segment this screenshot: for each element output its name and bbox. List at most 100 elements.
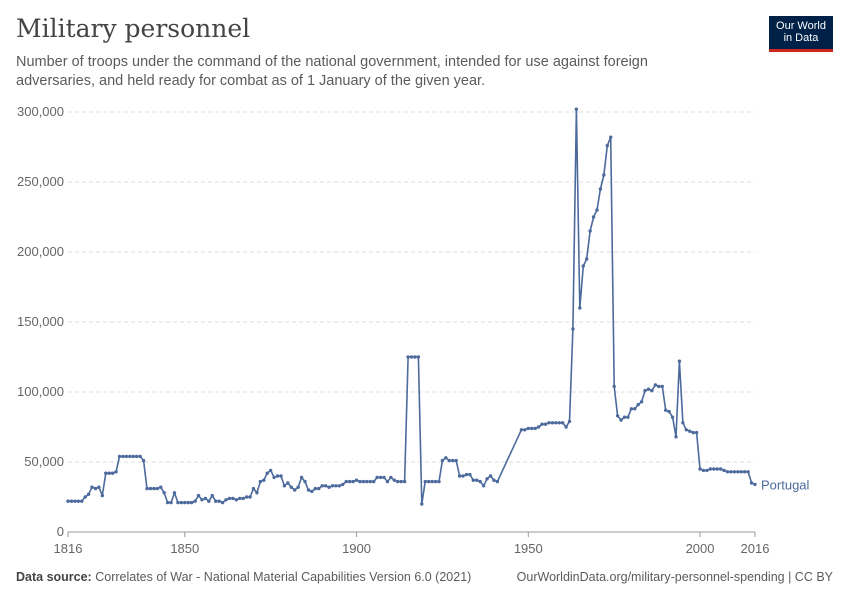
data-point-1854[interactable] xyxy=(196,493,201,498)
data-point-1897[interactable] xyxy=(344,479,348,484)
data-point-2003[interactable] xyxy=(708,467,713,471)
data-point-1837[interactable] xyxy=(138,454,142,459)
data-point-1978[interactable] xyxy=(622,415,627,419)
data-point-1819[interactable] xyxy=(76,499,81,503)
data-point-1959[interactable] xyxy=(557,421,561,425)
data-point-1916[interactable] xyxy=(409,355,414,359)
series-line-portugal[interactable] xyxy=(68,108,756,505)
data-point-1957[interactable] xyxy=(550,421,555,425)
data-point-1969[interactable] xyxy=(591,215,596,219)
data-point-1818[interactable] xyxy=(73,499,77,503)
data-point-1920[interactable] xyxy=(423,479,427,484)
data-point-1841[interactable] xyxy=(152,486,156,491)
data-point-1880[interactable] xyxy=(286,481,290,485)
data-point-1884[interactable] xyxy=(299,475,304,480)
data-point-1886[interactable] xyxy=(306,488,311,492)
data-point-1870[interactable] xyxy=(251,486,256,491)
data-point-1900[interactable] xyxy=(354,478,359,482)
data-point-1876[interactable] xyxy=(272,475,276,480)
data-point-1845[interactable] xyxy=(165,500,170,505)
data-point-1869[interactable] xyxy=(248,495,252,499)
data-point-1852[interactable] xyxy=(189,500,194,505)
data-point-2008[interactable] xyxy=(725,470,730,474)
data-point-1825[interactable] xyxy=(97,485,101,489)
data-point-2005[interactable] xyxy=(715,467,719,471)
data-point-1899[interactable] xyxy=(351,479,355,484)
data-point-2009[interactable] xyxy=(729,470,733,474)
data-point-1927[interactable] xyxy=(447,458,451,463)
owid-logo[interactable]: Our World in Data xyxy=(769,16,833,52)
data-point-1903[interactable] xyxy=(365,479,369,484)
data-point-2007[interactable] xyxy=(722,468,726,473)
data-point-1930[interactable] xyxy=(457,474,462,478)
data-point-1861[interactable] xyxy=(220,500,225,505)
data-point-1973[interactable] xyxy=(605,143,609,148)
data-point-1935[interactable] xyxy=(475,478,479,482)
data-point-1940[interactable] xyxy=(492,478,496,482)
data-point-2001[interactable] xyxy=(701,468,706,473)
data-source-text[interactable]: Correlates of War - National Material Ca… xyxy=(95,570,472,584)
data-point-2010[interactable] xyxy=(732,470,737,474)
data-point-1922[interactable] xyxy=(430,479,434,484)
data-point-2015[interactable] xyxy=(749,481,754,485)
data-point-1830[interactable] xyxy=(114,470,118,474)
data-point-1868[interactable] xyxy=(244,495,249,499)
data-point-1857[interactable] xyxy=(207,499,211,503)
data-point-1924[interactable] xyxy=(437,479,441,484)
data-point-1904[interactable] xyxy=(368,479,372,484)
data-point-1914[interactable] xyxy=(402,479,407,484)
data-point-1891[interactable] xyxy=(323,484,328,488)
data-point-1981[interactable] xyxy=(633,407,637,411)
data-point-1836[interactable] xyxy=(135,454,139,459)
data-point-1851[interactable] xyxy=(186,500,190,505)
data-point-1919[interactable] xyxy=(420,502,424,506)
series-label-portugal[interactable]: Portugal xyxy=(761,477,810,492)
data-point-1990[interactable] xyxy=(663,408,668,412)
data-point-1936[interactable] xyxy=(478,479,482,484)
data-point-1962[interactable] xyxy=(567,419,572,424)
data-point-1910[interactable] xyxy=(389,475,393,480)
data-point-1835[interactable] xyxy=(131,454,135,459)
data-point-1902[interactable] xyxy=(361,479,366,484)
data-point-1873[interactable] xyxy=(262,478,266,482)
data-point-1954[interactable] xyxy=(540,422,544,426)
data-point-1821[interactable] xyxy=(83,495,87,499)
data-point-1926[interactable] xyxy=(444,456,448,460)
data-point-1915[interactable] xyxy=(406,355,410,359)
data-point-1863[interactable] xyxy=(227,496,232,501)
data-point-1972[interactable] xyxy=(602,173,606,177)
data-point-2016[interactable] xyxy=(753,482,757,487)
data-point-1879[interactable] xyxy=(282,484,287,488)
data-point-1882[interactable] xyxy=(293,488,297,492)
data-point-1987[interactable] xyxy=(653,383,658,387)
data-point-1826[interactable] xyxy=(100,493,105,498)
data-point-1965[interactable] xyxy=(578,306,582,310)
data-point-1975[interactable] xyxy=(612,384,616,389)
data-point-1995[interactable] xyxy=(681,421,685,425)
data-point-1878[interactable] xyxy=(279,474,283,478)
data-point-2011[interactable] xyxy=(736,470,740,474)
data-point-2014[interactable] xyxy=(746,470,750,474)
data-point-1912[interactable] xyxy=(396,479,400,484)
data-point-1985[interactable] xyxy=(646,387,651,391)
data-point-1856[interactable] xyxy=(203,496,208,501)
data-point-1906[interactable] xyxy=(375,475,379,480)
data-point-1829[interactable] xyxy=(110,471,115,475)
data-point-1963[interactable] xyxy=(571,327,575,331)
data-point-1951[interactable] xyxy=(530,426,534,431)
data-point-1950[interactable] xyxy=(526,426,530,431)
data-point-1883[interactable] xyxy=(296,485,300,489)
data-point-1929[interactable] xyxy=(454,458,458,463)
data-point-1932[interactable] xyxy=(464,472,469,477)
data-point-1855[interactable] xyxy=(200,498,204,502)
data-point-2006[interactable] xyxy=(718,467,723,471)
data-point-1933[interactable] xyxy=(468,472,472,477)
data-point-1979[interactable] xyxy=(626,415,630,419)
data-point-1986[interactable] xyxy=(650,388,654,393)
data-point-1992[interactable] xyxy=(670,415,675,419)
data-point-1860[interactable] xyxy=(217,499,221,503)
data-point-1827[interactable] xyxy=(104,471,108,475)
data-point-1956[interactable] xyxy=(547,421,551,425)
data-point-1894[interactable] xyxy=(334,484,338,488)
data-point-1909[interactable] xyxy=(385,479,390,484)
